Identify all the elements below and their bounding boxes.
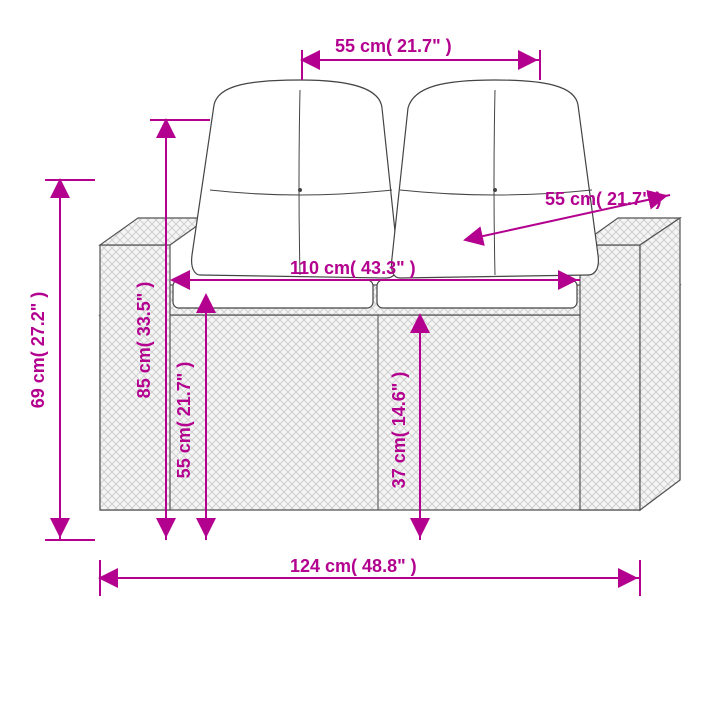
back-cushion-right (391, 80, 598, 278)
dim-back-height-label: 85 cm( 33.5" ) (134, 282, 154, 399)
dim-seat-height-left-label: 55 cm( 21.7" ) (174, 362, 194, 479)
dim-top-width-label: 55 cm( 21.7" ) (335, 36, 452, 56)
back-cushion-left (192, 80, 399, 278)
seat-cushion-left (173, 280, 373, 308)
dimension-diagram: 55 cm( 21.7" ) 55 cm( 21.7" ) 110 cm( 43… (0, 0, 724, 724)
arm-left-top (100, 218, 208, 245)
seat-cushion-right (377, 280, 577, 308)
arm-right-front (580, 245, 640, 510)
dim-seat-height-mid-label: 37 cm( 14.6" ) (389, 372, 409, 489)
dim-arm-height-label: 69 cm( 27.2" ) (28, 292, 48, 409)
dim-full-width-label: 124 cm( 48.8" ) (290, 556, 417, 576)
dim-seat-width-label: 110 cm( 43.3" ) (290, 258, 416, 278)
arm-right-side (640, 218, 680, 510)
dim-depth-label: 55 cm( 21.7" ) (545, 189, 662, 209)
